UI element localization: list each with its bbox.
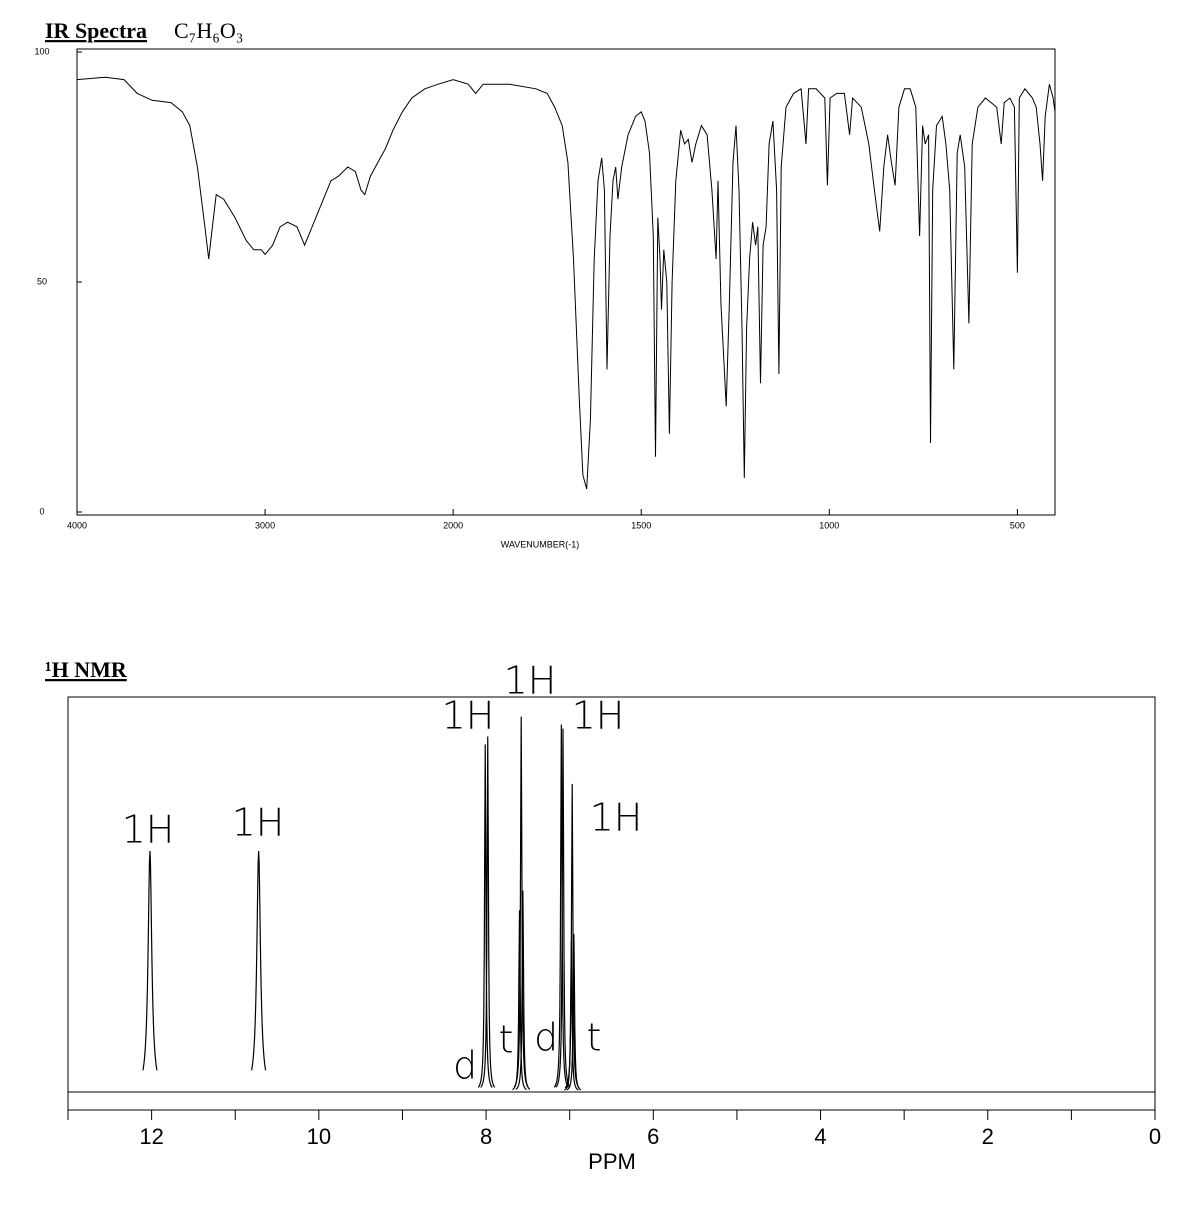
- ir-formula: C₇H₆O₃: [174, 18, 243, 43]
- nmr-peak: [553, 724, 569, 1088]
- y-tick-label: 0: [39, 506, 44, 516]
- annotation: d: [453, 1044, 477, 1088]
- nmr-peak: [142, 851, 158, 1071]
- annotation: 1H: [442, 694, 495, 738]
- x-tick-label: 8: [480, 1124, 492, 1149]
- y-tick-label: 50: [37, 276, 47, 286]
- annotation: 1H: [122, 808, 175, 852]
- x-tick-label: 1000: [819, 520, 839, 530]
- nmr-peak: [477, 744, 493, 1088]
- x-tick-label: 4000: [67, 520, 87, 530]
- x-tick-label: 1500: [631, 520, 651, 530]
- nmr-peak: [515, 890, 531, 1090]
- x-tick-label: 500: [1010, 520, 1025, 530]
- annotation: 1H: [572, 694, 625, 738]
- x-tick-label: 3000: [255, 520, 275, 530]
- annotation: t: [499, 1018, 514, 1062]
- x-tick-label: 2000: [443, 520, 463, 530]
- x-tick-label: 2: [982, 1124, 994, 1149]
- annotation: d: [534, 1016, 558, 1060]
- y-tick-label: 100: [34, 46, 49, 56]
- ir-x-label: WAVENUMBER(-1): [501, 539, 580, 549]
- ir-title: IR Spectra: [45, 18, 147, 43]
- nmr-title: ¹H NMR: [45, 657, 128, 682]
- annotation: 1H: [590, 796, 643, 840]
- annotation: 1H: [504, 659, 557, 703]
- ir-trace: [76, 76, 1056, 490]
- nmr-peak: [251, 851, 267, 1071]
- x-tick-label: 10: [307, 1124, 331, 1149]
- nmr-frame: [67, 696, 1156, 1111]
- nmr-peak: [480, 736, 496, 1088]
- annotation: 1H: [232, 801, 285, 845]
- nmr-x-label: PPM: [588, 1149, 636, 1174]
- nmr-peak: [566, 933, 582, 1091]
- x-tick-label: 0: [1149, 1124, 1161, 1149]
- x-tick-label: 12: [139, 1124, 163, 1149]
- ir-frame: [76, 48, 1056, 516]
- annotation: t: [587, 1016, 602, 1060]
- x-tick-label: 6: [647, 1124, 659, 1149]
- x-tick-label: 4: [814, 1124, 826, 1149]
